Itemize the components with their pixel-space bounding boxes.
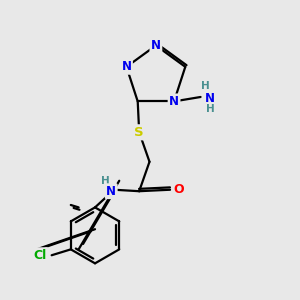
Text: N: N bbox=[151, 39, 161, 52]
Text: S: S bbox=[134, 126, 144, 139]
Text: N: N bbox=[169, 95, 179, 108]
Text: H: H bbox=[202, 81, 210, 91]
Text: N: N bbox=[122, 60, 131, 73]
Text: N: N bbox=[205, 92, 215, 105]
Text: H: H bbox=[101, 176, 110, 186]
Text: Cl: Cl bbox=[34, 249, 47, 262]
Text: H: H bbox=[206, 104, 214, 114]
Text: O: O bbox=[173, 183, 184, 196]
Text: N: N bbox=[106, 185, 116, 198]
